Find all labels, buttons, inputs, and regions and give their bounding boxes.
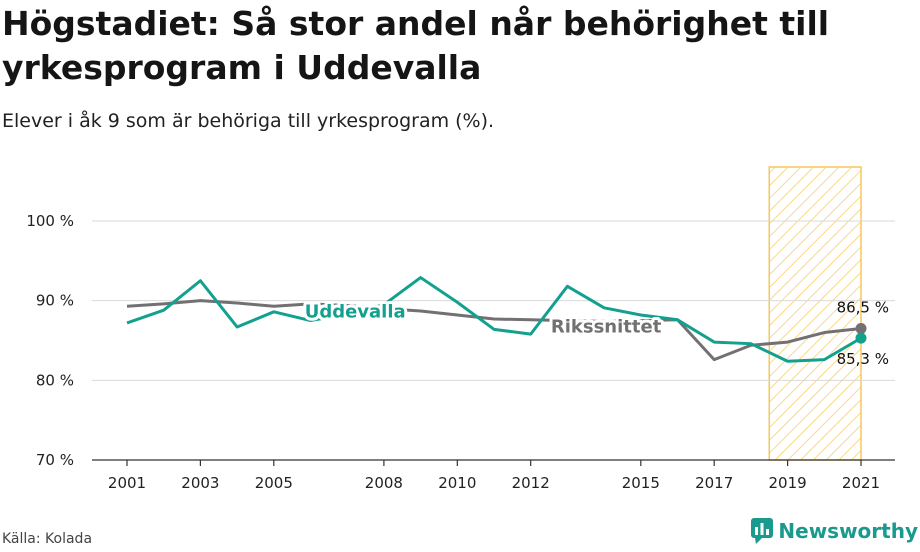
y-tick-label: 80 %	[36, 371, 74, 389]
y-tick-label: 100 %	[26, 212, 74, 230]
y-tick-label: 70 %	[36, 451, 74, 469]
end-label-rikssnittet: 86,5 %	[837, 299, 889, 317]
end-label-uddevalla: 85,3 %	[837, 350, 889, 368]
x-tick-label: 2015	[622, 474, 660, 492]
end-point-rikssnittet	[855, 323, 867, 335]
y-tick-label: 90 %	[36, 292, 74, 310]
x-tick-label: 2005	[255, 474, 293, 492]
series-label-rikssnittet: Rikssnittet	[551, 317, 662, 338]
end-point-uddevalla	[855, 332, 867, 344]
x-tick-label: 2021	[842, 474, 880, 492]
source-note: Källa: Kolada	[2, 531, 93, 547]
chart-title: Högstadiet: Så stor andel når behörighet…	[2, 4, 830, 87]
x-tick-label: 2012	[512, 474, 550, 492]
chart-subtitle: Elever i åk 9 som är behöriga till yrkes…	[2, 110, 495, 132]
x-tick-label: 2001	[108, 474, 146, 492]
x-tick-label: 2008	[365, 474, 403, 492]
x-tick-label: 2017	[695, 474, 733, 492]
newsworthy-logo-icon	[751, 518, 774, 544]
brand-name: Newsworthy	[778, 519, 918, 543]
series-label-uddevalla: Uddevalla	[305, 302, 406, 323]
x-tick-label: 2019	[769, 474, 807, 492]
brand-logo: Newsworthy	[751, 518, 918, 544]
highlight-period	[768, 166, 862, 461]
series-line-rikssnittet	[126, 299, 862, 362]
x-tick-label: 2003	[181, 474, 219, 492]
series-line-uddevalla	[126, 276, 862, 363]
x-tick-label: 2010	[438, 474, 476, 492]
